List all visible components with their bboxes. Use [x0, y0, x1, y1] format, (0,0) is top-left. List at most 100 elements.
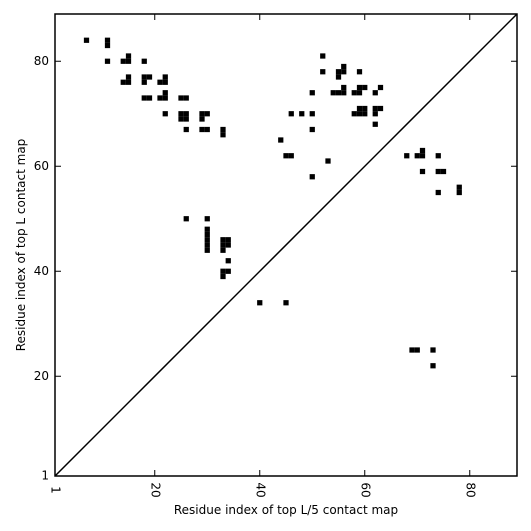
contact-point: [204, 247, 210, 253]
contact-point: [404, 153, 410, 159]
contact-point: [414, 153, 420, 159]
y-tick-label: 1: [41, 469, 49, 483]
y-axis-label: Residue index of top L contact map: [14, 139, 28, 352]
contact-point: [435, 189, 441, 196]
contact-point: [104, 37, 111, 43]
contact-point: [362, 111, 368, 117]
y-axis: 1 20 40 60 80: [34, 54, 517, 483]
contact-point: [204, 111, 210, 117]
contact-point: [330, 90, 336, 96]
contact-point: [456, 184, 462, 190]
contact-point: [225, 242, 231, 248]
contact-point: [162, 79, 168, 85]
contact-point: [414, 347, 420, 353]
contact-point: [183, 126, 189, 133]
contact-point: [120, 58, 126, 64]
x-tick-label: 20: [148, 482, 162, 497]
contact-point: [220, 273, 226, 280]
contact-point: [356, 69, 363, 75]
contact-point: [335, 90, 342, 96]
contact-point: [335, 74, 342, 80]
contact-point: [141, 58, 147, 64]
contact-point: [125, 74, 132, 80]
contact-point: [341, 69, 347, 75]
contact-point: [204, 126, 210, 133]
contact-point: [204, 216, 210, 222]
contact-point: [204, 226, 210, 232]
y-tick-label: 60: [34, 159, 49, 173]
y-tick-label: 40: [34, 264, 49, 278]
contact-point: [456, 189, 462, 196]
contact-point: [377, 84, 384, 91]
x-axis-label: Residue index of top L/5 contact map: [174, 503, 398, 517]
contact-point: [351, 90, 357, 96]
contact-point: [141, 95, 147, 101]
contact-point: [125, 79, 132, 85]
contact-point: [204, 231, 210, 238]
contact-point: [320, 53, 326, 59]
contact-point: [183, 111, 189, 117]
contact-point: [220, 242, 226, 248]
contact-point: [220, 126, 226, 133]
contact-point: [356, 105, 363, 112]
contact-point: [183, 116, 189, 122]
contact-point: [278, 137, 284, 143]
contact-point: [356, 84, 363, 91]
contact-point: [335, 69, 342, 75]
contact-point: [183, 216, 189, 222]
y-tick-label: 20: [34, 369, 49, 383]
contact-point: [225, 268, 231, 274]
contact-point: [377, 105, 384, 112]
contact-point: [435, 168, 441, 175]
contact-point: [146, 95, 153, 101]
contact-point: [309, 111, 315, 117]
contact-point: [199, 126, 205, 133]
contact-points-layer: [83, 37, 462, 369]
contact-point: [199, 116, 205, 122]
contact-point: [125, 53, 132, 59]
contact-point: [157, 79, 163, 85]
contact-point: [341, 63, 347, 70]
contact-point: [178, 116, 184, 122]
contact-point: [341, 90, 347, 96]
contact-point: [430, 347, 436, 353]
contact-point: [409, 347, 415, 353]
contact-point: [257, 300, 263, 306]
contact-point: [356, 111, 363, 117]
contact-point: [204, 237, 210, 243]
contact-point: [178, 111, 184, 117]
x-axis: 1 20 40 60 80: [49, 14, 477, 498]
contact-point: [83, 37, 90, 43]
contact-point: [372, 111, 378, 117]
contact-point: [225, 237, 231, 243]
diagonal-reference-line: [54, 13, 518, 477]
contact-point: [157, 95, 163, 101]
plot-frame: [54, 13, 518, 477]
x-tick-label: 40: [253, 482, 267, 497]
contact-point: [283, 300, 289, 306]
y-tick-label: 80: [34, 54, 49, 68]
contact-point: [283, 153, 289, 159]
contact-point: [372, 90, 378, 96]
contact-point: [372, 105, 378, 112]
contact-point: [220, 237, 226, 243]
contact-point: [419, 147, 426, 154]
contact-point: [288, 111, 294, 117]
contact-point: [299, 111, 305, 117]
contact-point: [372, 121, 378, 127]
contact-point: [220, 247, 226, 253]
contact-point: [183, 95, 189, 101]
x-tick-label: 1: [49, 486, 63, 494]
contact-point: [362, 105, 368, 112]
contact-point: [440, 168, 447, 175]
contact-point: [162, 74, 168, 80]
contact-point: [362, 84, 368, 91]
contact-point: [309, 174, 315, 180]
contact-point: [288, 153, 294, 159]
contact-point: [309, 90, 315, 96]
plot-area: [54, 13, 518, 477]
contact-point: [351, 111, 357, 117]
contact-point: [320, 69, 326, 75]
contact-point: [435, 153, 441, 159]
